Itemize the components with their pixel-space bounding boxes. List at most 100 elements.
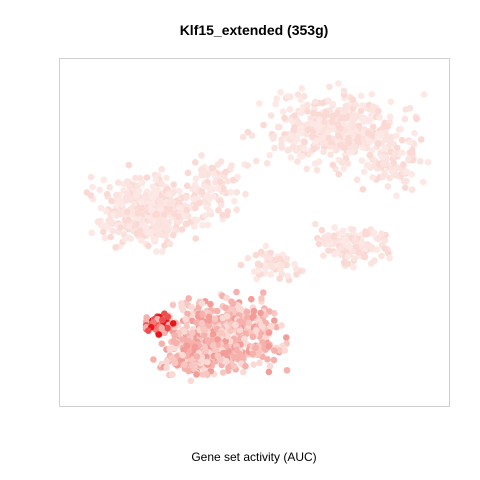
data-point	[419, 178, 427, 186]
data-point	[358, 157, 366, 164]
data-point	[243, 330, 250, 338]
data-point	[109, 227, 116, 235]
data-point	[210, 169, 217, 177]
data-point	[265, 329, 273, 336]
data-point	[346, 243, 354, 251]
data-point	[234, 173, 241, 181]
data-point	[233, 206, 240, 213]
data-point	[226, 363, 233, 371]
data-point	[124, 178, 131, 185]
data-point	[112, 244, 119, 251]
data-point	[181, 361, 188, 368]
data-point	[231, 197, 238, 205]
data-point	[303, 165, 311, 173]
data-point	[161, 242, 168, 249]
data-point	[392, 171, 399, 179]
data-point	[369, 103, 377, 110]
data-point	[192, 175, 200, 182]
data-point	[353, 243, 360, 251]
data-point	[169, 320, 177, 327]
data-point	[257, 248, 265, 256]
data-point	[378, 153, 386, 161]
data-point	[163, 364, 170, 372]
data-point	[224, 332, 231, 340]
data-point	[319, 134, 326, 142]
data-point	[320, 252, 327, 259]
data-point	[365, 118, 372, 125]
data-point	[143, 174, 151, 181]
data-point	[378, 230, 385, 237]
data-point	[344, 253, 352, 260]
data-point	[278, 262, 285, 269]
data-point	[182, 315, 189, 323]
data-point	[89, 183, 96, 191]
data-point	[158, 340, 166, 348]
data-point	[380, 123, 388, 131]
data-point	[135, 187, 143, 194]
data-point	[108, 197, 115, 205]
data-point	[357, 107, 365, 115]
data-point	[373, 246, 381, 253]
data-point	[268, 322, 275, 330]
data-point	[271, 347, 278, 354]
data-point	[331, 250, 338, 258]
data-point	[375, 140, 382, 147]
data-point	[152, 176, 160, 184]
data-point	[201, 343, 209, 351]
data-point	[352, 101, 359, 109]
data-point	[110, 210, 117, 218]
data-point	[326, 83, 333, 91]
data-point	[380, 160, 387, 167]
data-point	[340, 259, 348, 266]
data-point	[297, 109, 305, 116]
data-point	[271, 144, 278, 152]
data-point	[327, 143, 334, 150]
data-point	[278, 322, 285, 329]
data-point	[310, 109, 317, 117]
data-point	[160, 223, 167, 230]
data-point	[364, 230, 372, 238]
data-point	[166, 206, 173, 213]
data-point	[273, 95, 281, 102]
data-point	[368, 91, 376, 98]
data-point	[168, 371, 176, 379]
data-point	[401, 184, 409, 191]
data-point	[284, 93, 291, 100]
data-point	[169, 231, 177, 239]
data-point	[192, 204, 199, 212]
data-point	[341, 108, 349, 115]
data-point	[106, 184, 113, 191]
data-point	[252, 157, 260, 165]
data-point	[366, 151, 374, 159]
data-point	[400, 161, 407, 168]
data-point	[165, 199, 173, 207]
data-point	[360, 117, 368, 125]
data-point	[267, 112, 275, 119]
data-points	[83, 80, 432, 385]
data-point	[320, 148, 327, 156]
data-point	[315, 240, 323, 248]
data-point	[340, 165, 348, 172]
data-point	[227, 327, 234, 335]
data-point	[329, 113, 336, 120]
data-point	[223, 294, 230, 302]
data-point	[224, 177, 231, 185]
data-point	[256, 261, 264, 269]
data-point	[416, 158, 424, 165]
data-point	[322, 109, 330, 116]
data-point	[299, 153, 306, 160]
data-point	[180, 347, 187, 354]
data-point	[329, 161, 337, 169]
data-point	[296, 120, 303, 127]
data-point	[337, 245, 345, 252]
data-point	[215, 185, 222, 192]
data-point	[338, 159, 346, 166]
data-point	[242, 190, 249, 198]
data-point	[327, 151, 334, 158]
data-point	[134, 210, 142, 217]
data-point	[353, 112, 360, 120]
data-point	[359, 144, 367, 151]
data-point	[270, 133, 278, 140]
data-point	[328, 118, 336, 125]
